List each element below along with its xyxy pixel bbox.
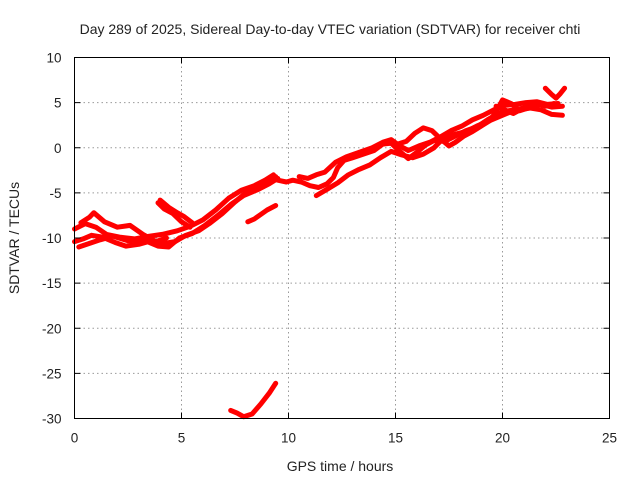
series-layer — [72, 85, 568, 420]
series-track-2 — [72, 172, 276, 242]
x-tick-label: 20 — [495, 431, 510, 446]
y-tick-label: -30 — [42, 412, 62, 427]
series-track-3 — [76, 175, 281, 250]
series-track-4 — [78, 210, 169, 245]
y-tick-label: 0 — [54, 141, 62, 156]
x-tick-label: 0 — [71, 431, 79, 446]
y-tick-label: -15 — [42, 276, 62, 291]
x-axis-label: GPS time / hours — [287, 458, 394, 474]
series-track-13 — [493, 103, 533, 116]
x-tick-label: 5 — [178, 431, 186, 446]
series-track-5 — [155, 200, 193, 230]
y-tick-label: -20 — [42, 321, 62, 336]
x-tick-label: 25 — [602, 431, 617, 446]
y-tick-label: -5 — [49, 186, 61, 201]
series-track-7 — [245, 203, 279, 225]
x-tick-label: 10 — [281, 431, 296, 446]
series-track-6 — [157, 197, 195, 226]
y-tick-label: -10 — [42, 231, 62, 246]
y-axis-label: SDTVAR / TECUs — [6, 182, 22, 294]
y-tick-label: 10 — [46, 51, 61, 66]
y-tick-label: 5 — [54, 96, 62, 111]
series-track-14 — [542, 85, 568, 101]
chart-title: Day 289 of 2025, Sidereal Day-to-day VTE… — [80, 21, 581, 37]
x-tick-label: 15 — [388, 431, 403, 446]
series-track-8 — [228, 380, 279, 420]
grid — [74, 57, 610, 419]
ticks: 0 5 10 15 20 25 -30 -25 -20 -15 -10 -5 0 5 10 — [42, 51, 617, 446]
y-tick-label: -25 — [42, 366, 62, 381]
